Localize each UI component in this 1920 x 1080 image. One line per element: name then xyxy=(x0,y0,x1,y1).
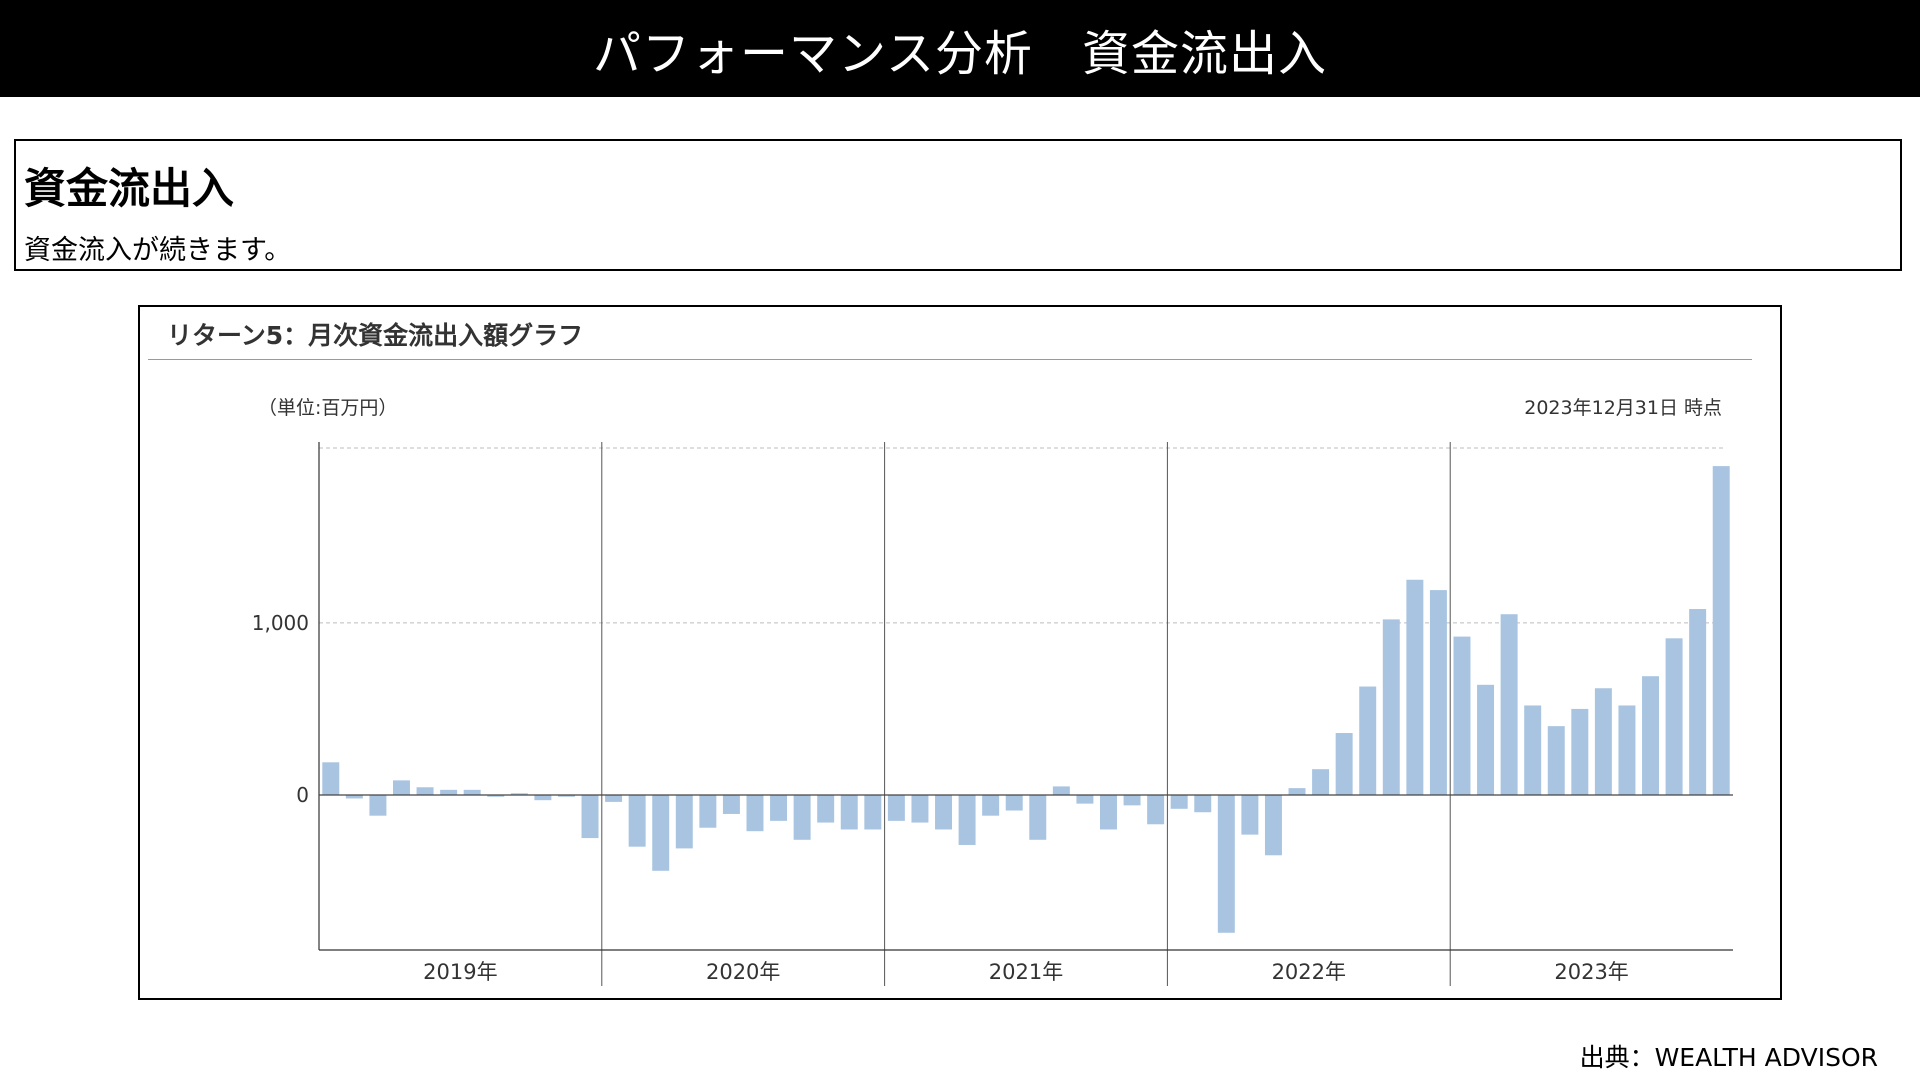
bar xyxy=(1689,609,1707,796)
bar xyxy=(487,795,505,797)
bar xyxy=(1429,590,1447,796)
bar xyxy=(958,795,976,845)
bar xyxy=(1123,795,1141,806)
bar xyxy=(322,762,340,796)
bar xyxy=(1029,795,1047,840)
bar xyxy=(840,795,858,830)
bar xyxy=(770,795,788,821)
bar xyxy=(652,795,670,871)
chart-panel: 0 1,000 2019年 2020年 2021年 2022年 2023年 リターン5：月次… xyxy=(138,305,1782,1000)
bar xyxy=(793,795,811,840)
bar xyxy=(864,795,882,830)
bar xyxy=(817,795,835,823)
bar xyxy=(982,795,1000,816)
summary-box: 資金流出入 資金流入が続きます。 xyxy=(14,139,1902,271)
bar xyxy=(1359,686,1377,796)
bar xyxy=(1194,795,1212,813)
bar xyxy=(1571,708,1589,796)
chart-unit-label: （単位:百万円） xyxy=(258,397,398,419)
bar xyxy=(1500,614,1518,796)
header-bar: パフォーマンス分析 資金流出入 xyxy=(0,0,1920,97)
bar xyxy=(911,795,929,823)
bar xyxy=(1099,795,1117,830)
bar xyxy=(1382,619,1400,796)
bar xyxy=(722,795,740,814)
x-year-label: 2023年 xyxy=(1554,960,1628,984)
bar xyxy=(1477,684,1495,796)
bar xyxy=(1547,726,1565,796)
bar xyxy=(1241,795,1259,835)
x-year-label: 2021年 xyxy=(989,960,1063,984)
bar xyxy=(1665,638,1683,796)
bar xyxy=(557,795,575,797)
bar xyxy=(605,795,623,802)
bar xyxy=(416,787,434,796)
bar xyxy=(1406,579,1424,796)
bar xyxy=(1052,786,1070,796)
chart-date-label: 2023年12月31日 時点 xyxy=(1524,397,1722,419)
bar xyxy=(1618,705,1636,796)
chart-title-divider xyxy=(148,359,1752,360)
bar xyxy=(1453,636,1471,796)
bar xyxy=(534,795,552,801)
bar xyxy=(1147,795,1165,825)
bar xyxy=(392,780,410,796)
bar xyxy=(1524,705,1542,796)
bar xyxy=(1712,466,1730,796)
chart-title: リターン5：月次資金流出入額グラフ xyxy=(167,321,584,350)
bar xyxy=(1335,733,1353,796)
bar xyxy=(675,795,693,849)
bar xyxy=(1594,688,1612,796)
bar xyxy=(1217,795,1235,933)
bar xyxy=(440,789,458,796)
bar xyxy=(628,795,646,847)
x-year-label: 2022年 xyxy=(1272,960,1346,984)
bar xyxy=(1170,795,1188,809)
summary-heading: 資金流出入 xyxy=(24,164,235,213)
bar xyxy=(699,795,717,828)
y-tick-label: 0 xyxy=(296,783,309,807)
bar xyxy=(1264,795,1282,856)
bar xyxy=(510,793,528,796)
summary-text: 資金流入が続きます。 xyxy=(24,235,292,266)
bar xyxy=(463,789,481,796)
bar xyxy=(746,795,764,832)
source-credit: 出典：WEALTH ADVISOR xyxy=(1579,1043,1878,1072)
bar xyxy=(1642,676,1660,796)
bar xyxy=(1005,795,1023,811)
x-year-label: 2019年 xyxy=(423,960,497,984)
bar xyxy=(1076,795,1094,804)
fund-flow-chart: 0 1,000 2019年 2020年 2021年 2022年 2023年 xyxy=(252,442,1733,986)
bar xyxy=(1288,788,1306,796)
x-year-label: 2020年 xyxy=(706,960,780,984)
bar xyxy=(581,795,599,839)
bar xyxy=(935,795,953,830)
bar xyxy=(345,795,363,799)
bar xyxy=(369,795,387,816)
bar xyxy=(1312,769,1330,796)
y-tick-label: 1,000 xyxy=(252,611,309,635)
page-title: パフォーマンス分析 資金流出入 xyxy=(592,25,1328,82)
bar xyxy=(887,795,905,821)
